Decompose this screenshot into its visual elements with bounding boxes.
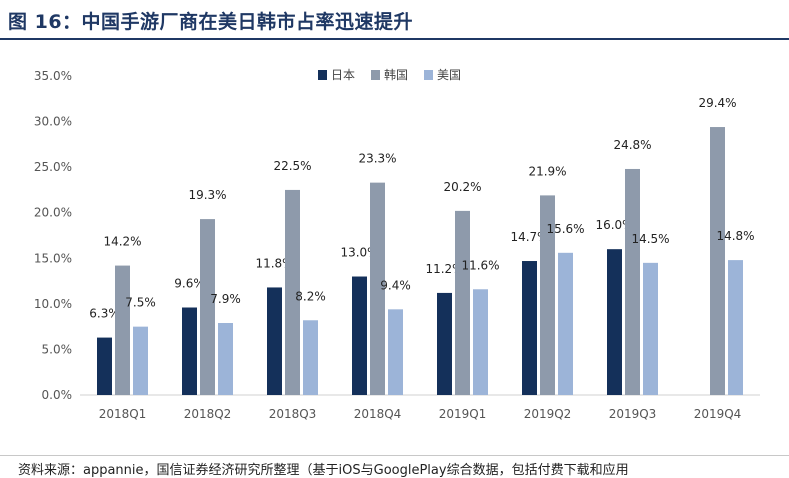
legend-swatch [318,70,327,80]
source-note: 资料来源：appannie，国信证券经济研究所整理（基于iOS与GooglePl… [18,463,629,478]
bar [473,289,488,395]
y-tick-label: 30.0% [34,115,72,129]
legend-label: 美国 [437,68,461,82]
bar [540,195,555,395]
bar [522,261,537,395]
bar [267,287,282,395]
data-label: 9.6% [174,277,205,291]
data-label: 8.2% [295,289,326,303]
data-label: 7.5% [125,296,156,310]
data-label: 22.5% [273,159,311,173]
bar [303,320,318,395]
data-label: 14.5% [631,232,669,246]
data-label: 14.2% [103,235,141,249]
x-tick-label: 2018Q1 [99,407,147,421]
legend-swatch [371,70,380,80]
data-label: 9.4% [380,278,411,292]
x-tick-label: 2019Q2 [524,407,572,421]
bar [437,292,452,395]
legend-label: 日本 [331,68,355,82]
bottom-divider [0,455,789,456]
y-tick-label: 5.0% [42,342,73,356]
bar [200,219,215,395]
y-tick-label: 15.0% [34,251,72,265]
y-tick-label: 20.0% [34,206,72,220]
data-label: 13.0% [340,246,378,260]
x-tick-label: 2019Q1 [439,407,487,421]
x-tick-label: 2018Q2 [184,407,232,421]
data-label: 11.2% [425,262,463,276]
data-label: 11.6% [461,258,499,272]
figure-title: 图 16：中国手游厂商在美日韩市占率迅速提升 [8,11,414,33]
data-label: 23.3% [358,152,396,166]
data-label: 16.0% [595,218,633,232]
x-tick-label: 2019Q3 [609,407,657,421]
data-label: 29.4% [698,96,736,110]
bar [370,182,385,395]
y-tick-label: 10.0% [34,297,72,311]
bar [607,249,622,395]
x-tick-label: 2019Q4 [694,407,742,421]
bar [455,210,470,395]
x-tick-label: 2018Q4 [354,407,402,421]
bar-chart: 0.0% 5.0% 10.0% 15.0% 20.0% 25.0% 30.0% 35.0% 6.… [34,67,760,421]
bar [728,260,743,395]
legend-swatch [424,70,433,80]
bar [115,265,130,395]
bar [97,337,112,395]
bar [352,276,367,395]
data-label: 20.2% [443,180,481,194]
bar [285,189,300,395]
data-label: 11.8% [255,256,293,270]
data-label: 19.3% [188,188,226,202]
y-tick-label: 0.0% [42,388,73,402]
bar [218,322,233,395]
data-label: 21.9% [528,164,566,178]
data-label: 14.8% [716,229,754,243]
y-tick-label: 25.0% [34,160,72,174]
figure-header: 图 16：中国手游厂商在美日韩市占率迅速提升 [0,0,789,40]
bar [133,326,148,395]
data-label: 15.6% [546,222,584,236]
bar [625,168,640,395]
bar [710,127,725,395]
bar [558,252,573,395]
legend-label: 韩国 [384,67,408,82]
y-tick-label: 35.0% [34,69,72,83]
x-tick-label: 2018Q3 [269,407,317,421]
bar [388,309,403,395]
data-label: 6.3% [89,307,120,321]
bar [182,307,197,395]
data-label: 7.9% [210,292,241,306]
bar [643,262,658,395]
data-label: 14.7% [510,230,548,244]
data-label: 24.8% [613,138,651,152]
